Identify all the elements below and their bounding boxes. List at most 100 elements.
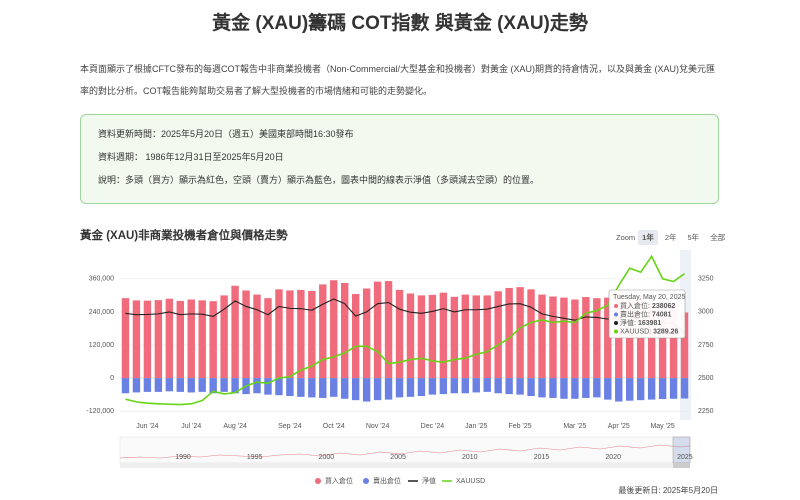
bar <box>527 289 535 379</box>
navigator-label: 2010 <box>462 454 478 461</box>
bar <box>384 378 393 400</box>
scrollbar-thumb[interactable] <box>673 463 690 468</box>
line-series <box>125 254 685 406</box>
bar <box>264 298 272 379</box>
bar <box>165 378 174 392</box>
bar <box>187 299 195 379</box>
bar <box>395 378 404 398</box>
bar <box>483 378 491 392</box>
chart-title: 黃金 (XAU)非商業投機者倉位與價格走勢 <box>80 230 288 242</box>
bar <box>154 300 163 379</box>
bar <box>461 294 469 379</box>
bar <box>341 283 349 379</box>
legend-label[interactable]: 買入倉位 <box>325 476 353 485</box>
zoom-button[interactable]: 全部 <box>710 233 726 242</box>
y2-tick-label: 2250 <box>698 408 714 415</box>
bar <box>549 296 557 379</box>
x-tick-label: Sep '24 <box>278 423 302 430</box>
bar <box>308 378 316 398</box>
y2-tick-label: 3250 <box>698 276 714 283</box>
navigator[interactable] <box>119 436 691 464</box>
x-tick-label: Feb '25 <box>509 423 532 430</box>
tooltip-label: 買入倉位: <box>620 301 650 310</box>
zoom-button[interactable]: 2年 <box>664 233 677 242</box>
bar <box>121 378 130 394</box>
tooltip-box <box>608 289 686 339</box>
bar <box>341 378 349 399</box>
navigator-label: 1990 <box>175 454 191 461</box>
bar <box>275 378 283 396</box>
tooltip-value: 163981 <box>638 320 661 327</box>
bar <box>560 378 568 399</box>
zoom-button[interactable]: 1年 <box>638 230 658 245</box>
bar <box>297 378 305 397</box>
y-tick-label: 0 <box>110 375 114 382</box>
info-line: 資料更新時間：2025年5月20日（週五）美國東部時間16:30發布 <box>98 129 354 139</box>
bar <box>330 280 338 379</box>
bar <box>384 281 393 379</box>
x-tick-label: May '25 <box>650 423 674 430</box>
bar <box>209 301 217 379</box>
bar <box>275 289 283 379</box>
bar <box>647 378 656 400</box>
bar <box>165 298 174 379</box>
bar <box>187 378 195 393</box>
bar <box>428 378 437 395</box>
bar <box>406 293 415 379</box>
bar <box>494 378 502 394</box>
bar <box>658 378 667 400</box>
zoom-bar: Zoom 1年 2年 5年 全部 <box>616 230 729 245</box>
legend-label[interactable]: 淨值 <box>422 476 436 485</box>
bar <box>143 300 152 379</box>
bar <box>176 378 184 392</box>
bar <box>461 378 469 394</box>
tooltip-item: XAUUSD: 3289.26 <box>620 328 679 335</box>
bar <box>231 378 239 394</box>
x-tick-label: Dec '24 <box>421 423 445 430</box>
bar <box>615 378 623 402</box>
bar <box>198 300 206 379</box>
bar <box>395 289 404 379</box>
bar <box>121 298 130 379</box>
bar <box>604 378 612 400</box>
bar <box>472 295 480 379</box>
scrollbar[interactable] <box>120 463 690 468</box>
tooltip-dot <box>614 304 618 308</box>
bar <box>516 287 524 379</box>
bar <box>505 287 513 379</box>
bar <box>198 378 206 392</box>
bar <box>593 378 601 398</box>
line-series <box>125 298 685 334</box>
legend-symbol <box>315 478 321 484</box>
bar <box>319 378 327 398</box>
legend-label[interactable]: XAUUSD <box>456 478 485 485</box>
bar <box>373 378 382 401</box>
y-tick-label: 360,000 <box>89 276 114 283</box>
tooltip-dot <box>614 312 618 317</box>
y2-tick-label: 3000 <box>698 309 714 316</box>
bar <box>680 378 689 399</box>
bar <box>538 378 546 398</box>
x-tick-label: Nov '24 <box>366 423 390 430</box>
navigator-label: 2025 <box>677 454 693 461</box>
bar <box>132 300 141 379</box>
bar <box>439 378 448 395</box>
legend-label[interactable]: 賣出倉位 <box>373 476 401 485</box>
tooltip-date: Tuesday, May 20, 2025 <box>613 294 685 301</box>
bar <box>560 297 568 379</box>
navigator-label: 2015 <box>534 454 550 461</box>
bar <box>143 378 152 392</box>
y-tick-label: 120,000 <box>89 342 114 349</box>
bar <box>472 378 480 393</box>
bar <box>450 296 459 379</box>
bar <box>483 295 491 379</box>
x-tick-label: Mar '25 <box>563 423 586 430</box>
bar <box>220 378 228 392</box>
bar <box>351 378 360 401</box>
zoom-button[interactable]: 5年 <box>687 233 700 242</box>
tooltip-value: 238062 <box>652 303 675 310</box>
bar <box>351 294 360 379</box>
navigator-line <box>119 444 691 459</box>
